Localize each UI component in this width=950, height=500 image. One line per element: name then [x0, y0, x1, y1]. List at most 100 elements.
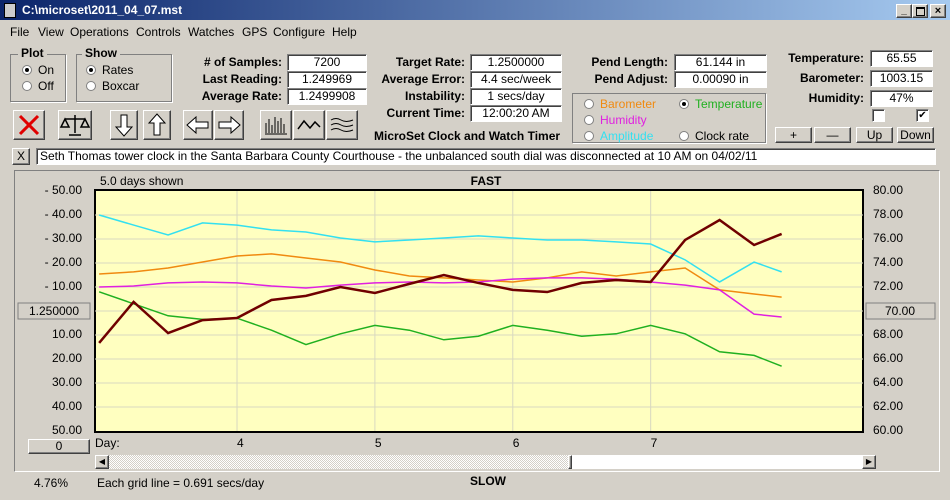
- y2-tick-label: 66.00: [873, 351, 903, 365]
- field-label: Target Rate:: [395, 55, 465, 69]
- radio-button[interactable]: [584, 99, 594, 109]
- field-value[interactable]: 65.55: [870, 50, 933, 67]
- field-value[interactable]: 1.2499908: [287, 88, 367, 105]
- offset-button[interactable]: 0: [28, 439, 90, 454]
- y-tick-label: 20.00: [52, 351, 82, 365]
- radio-button[interactable]: [22, 81, 32, 91]
- y-tick-label: 10.00: [52, 327, 82, 341]
- menu-item[interactable]: File: [10, 25, 30, 39]
- adjust-button[interactable]: +: [775, 127, 812, 143]
- menu-item[interactable]: View: [38, 25, 64, 39]
- clear-button[interactable]: [13, 110, 45, 140]
- checkbox[interactable]: ✔: [916, 109, 929, 122]
- waves-button[interactable]: [326, 110, 358, 140]
- y-tick-label: - 20.00: [45, 255, 83, 269]
- menu-item[interactable]: Operations: [70, 25, 129, 39]
- field-value[interactable]: 7200: [287, 54, 367, 71]
- checkbox[interactable]: [872, 109, 885, 122]
- bars-icon: [265, 117, 287, 135]
- menu-item[interactable]: GPS: [242, 25, 268, 39]
- fast-label: FAST: [471, 174, 502, 188]
- down-button[interactable]: [110, 110, 138, 140]
- y-tick-label: 30.00: [52, 375, 82, 389]
- field-label: Average Rate:: [201, 89, 282, 103]
- field-value[interactable]: 1003.15: [870, 70, 933, 87]
- status-percent: 4.76%: [34, 476, 69, 490]
- maximize-button[interactable]: [912, 4, 928, 18]
- adjust-button[interactable]: —: [814, 127, 851, 143]
- x-tick-label: 7: [651, 436, 658, 450]
- left-icon: [186, 115, 209, 135]
- menu-item[interactable]: Configure: [273, 25, 326, 39]
- y-tick-label: 40.00: [52, 399, 82, 413]
- field-label: Average Error:: [381, 72, 465, 86]
- field-value[interactable]: 4.4 sec/week: [470, 71, 562, 88]
- close-button[interactable]: ×: [930, 4, 946, 18]
- y-tick-label: - 40.00: [45, 207, 83, 221]
- y2-tick-label: 72.00: [873, 279, 903, 293]
- y-tick-label: - 50.00: [45, 183, 83, 197]
- y2-tick-label: 74.00: [873, 255, 903, 269]
- x-tick-label: 5: [375, 436, 382, 450]
- menu-item[interactable]: Help: [332, 25, 357, 39]
- field-value[interactable]: 1.249969: [287, 71, 367, 88]
- comment-close-button[interactable]: X: [12, 148, 30, 165]
- field-value[interactable]: 61.144 in: [674, 54, 767, 71]
- radio-button[interactable]: [584, 115, 594, 125]
- field-value[interactable]: 1 secs/day: [470, 88, 562, 105]
- reference-button[interactable]: [865, 302, 936, 320]
- y2-tick-label: 64.00: [873, 375, 903, 389]
- wave-button[interactable]: [293, 110, 325, 140]
- adjust-button[interactable]: Down: [897, 127, 934, 143]
- radio-button[interactable]: [584, 131, 594, 141]
- radio-button[interactable]: [679, 99, 689, 109]
- y-tick-label: - 30.00: [45, 231, 83, 245]
- up-button[interactable]: [143, 110, 171, 140]
- show-group: [76, 54, 172, 102]
- show-group-title: Show: [82, 46, 120, 60]
- legend-label: Barometer: [600, 97, 657, 111]
- radio-button[interactable]: [22, 65, 32, 75]
- legend-label: Temperature: [695, 97, 763, 111]
- bars-button[interactable]: [260, 110, 292, 140]
- radio-button[interactable]: [86, 81, 96, 91]
- field-value[interactable]: 12:00:20 AM: [470, 105, 562, 122]
- adjust-button[interactable]: Up: [856, 127, 893, 143]
- series-line: [98, 218, 783, 344]
- field-label: Instability:: [404, 89, 465, 103]
- field-label: # of Samples:: [203, 55, 282, 69]
- y-tick-label: 1.250000: [29, 304, 79, 318]
- right-icon: [218, 115, 241, 135]
- clear-icon: [18, 114, 40, 136]
- app-icon: [4, 3, 16, 18]
- right-button[interactable]: [214, 110, 244, 140]
- menu-item[interactable]: Watches: [188, 25, 235, 39]
- series-line: [99, 253, 782, 298]
- scrollbar-thumb[interactable]: [568, 455, 572, 469]
- slow-label: SLOW: [470, 474, 507, 488]
- y2-tick-label: 68.00: [873, 327, 903, 341]
- series-line: [99, 277, 782, 318]
- scroll-left-button[interactable]: ◀: [95, 455, 109, 469]
- field-value[interactable]: 1.2500000: [470, 54, 562, 71]
- field-label: Barometer:: [799, 71, 864, 85]
- y-tick-label: - 10.00: [45, 279, 83, 293]
- radio-button[interactable]: [679, 131, 689, 141]
- left-button[interactable]: [183, 110, 213, 140]
- y-tick-label: 50.00: [52, 423, 82, 437]
- radio-button[interactable]: [86, 65, 96, 75]
- y2-tick-label: 70.00: [885, 304, 915, 318]
- window-title: C:\microset\2011_04_07.mst: [22, 3, 183, 17]
- scroll-right-button[interactable]: ▶: [862, 455, 876, 469]
- comment-field[interactable]: Seth Thomas tower clock in the Santa Bar…: [36, 148, 936, 165]
- minimize-button[interactable]: _: [896, 4, 912, 18]
- reference-button[interactable]: [17, 302, 91, 320]
- balance-button[interactable]: [58, 110, 92, 140]
- menu-item[interactable]: Controls: [136, 25, 181, 39]
- y2-tick-label: 76.00: [873, 231, 903, 245]
- legend-label: Humidity: [600, 113, 647, 127]
- radio-label: Boxcar: [102, 79, 140, 93]
- field-value[interactable]: 47%: [870, 90, 933, 107]
- field-value[interactable]: 0.00090 in: [674, 71, 767, 88]
